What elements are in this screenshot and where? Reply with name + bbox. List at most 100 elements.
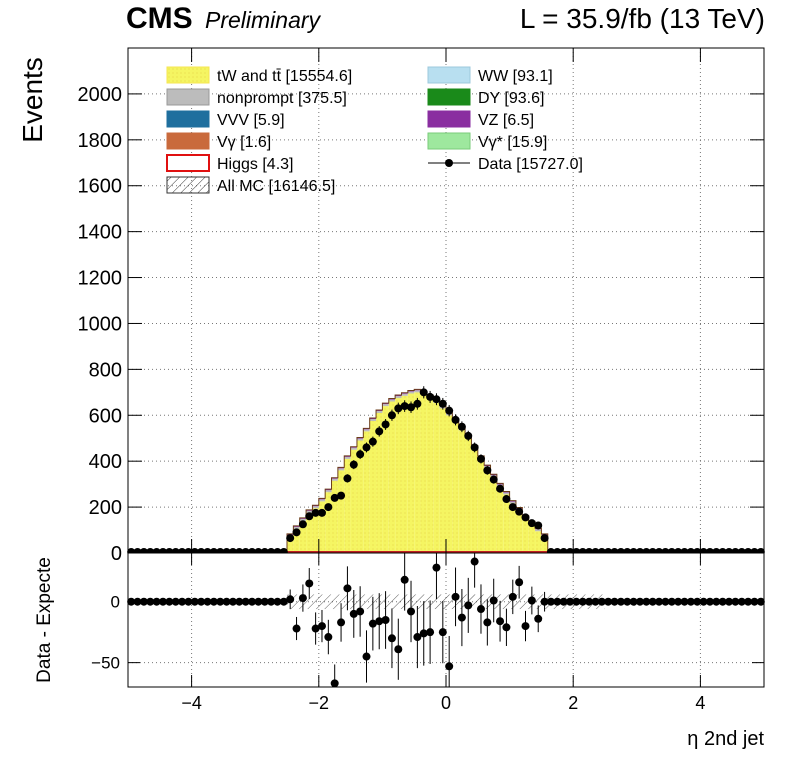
legend-swatch [166, 154, 210, 172]
ratio-point [725, 597, 734, 606]
data-point [534, 521, 543, 530]
data-point [496, 484, 505, 493]
x-tick-label: 4 [695, 693, 705, 713]
ratio-point [737, 597, 746, 606]
ratio-point [324, 633, 333, 642]
legend-swatch [427, 88, 471, 106]
mc-stack-bar [490, 477, 497, 553]
ratio-point [158, 597, 167, 606]
data-point [419, 388, 428, 397]
ratio-point [604, 597, 613, 606]
ratio-point [228, 597, 237, 606]
data-point [438, 399, 447, 408]
ratio-point [413, 633, 422, 642]
ratio-point [407, 607, 416, 616]
ratio-points [127, 553, 765, 688]
main-y-tick-label: 0 [111, 543, 122, 565]
ratio-point [502, 623, 511, 632]
ratio-point [648, 597, 657, 606]
ratio-point [585, 597, 594, 606]
legend-label: Data [15727.0] [478, 156, 583, 173]
ratio-point [292, 624, 301, 633]
mc-stack-bar [503, 494, 510, 553]
ratio-point [260, 597, 269, 606]
mc-stack-bar [363, 431, 370, 553]
mc-stack-bar [293, 528, 300, 553]
mc-stack-bar [465, 438, 472, 553]
mc-stack-bar [337, 470, 345, 553]
mc-stack-bar [509, 503, 516, 553]
data-point [508, 503, 517, 512]
status-label: Preliminary [205, 7, 322, 33]
main-y-tick-label: 2000 [78, 84, 123, 106]
mc-nonprompt-layer [395, 396, 402, 399]
ratio-point [540, 597, 549, 606]
mc-nonprompt-layer [369, 419, 377, 422]
data-point [387, 411, 396, 420]
main-y-tick-label: 400 [89, 451, 122, 473]
data-point [362, 443, 371, 452]
mc-nonprompt-layer [325, 490, 332, 493]
data-point [375, 427, 384, 436]
ratio-point [578, 597, 587, 606]
ratio-point [286, 595, 295, 604]
mc-stack-bar [414, 392, 421, 553]
ratio-point [165, 597, 174, 606]
data-point [368, 437, 377, 446]
ratio-point [629, 597, 638, 606]
mc-stack-bar [426, 398, 434, 553]
data-point [521, 513, 530, 522]
ratio-point [273, 597, 282, 606]
ratio-point [464, 601, 473, 610]
mc-nonprompt-layer [337, 468, 345, 471]
ratio-point [483, 618, 492, 627]
legend-swatch [166, 88, 210, 106]
mc-stack-bar [388, 401, 396, 553]
ratio-point [426, 628, 435, 637]
data-point [343, 474, 352, 483]
mc-stack-bar [496, 486, 504, 553]
ratio-point [241, 597, 250, 606]
ratio-point [661, 597, 670, 606]
mc-stack-bar [356, 440, 364, 553]
mc-stack-bar [344, 458, 351, 553]
ratio-point [298, 594, 307, 603]
mc-nonprompt-layer [535, 529, 542, 532]
data-point [317, 508, 326, 517]
ratio-point [400, 575, 409, 584]
legend-swatch [166, 132, 210, 150]
ratio-point [337, 618, 346, 627]
ratio-point [190, 597, 199, 606]
data-point [330, 493, 339, 502]
ratio-point [699, 597, 708, 606]
ratio-point [235, 597, 244, 606]
ratio-point [362, 652, 371, 661]
data-point [349, 460, 358, 469]
ratio-point [705, 597, 714, 606]
legend-label: Vγ* [15.9] [478, 134, 547, 151]
mc-nonprompt-layer [293, 526, 300, 529]
ratio-point [305, 579, 314, 588]
ratio-point [356, 607, 365, 616]
mc-nonprompt-layer [344, 456, 351, 459]
legend-label: VVV [5.9] [217, 112, 285, 129]
data-point [356, 450, 365, 459]
ratio-point [470, 557, 479, 566]
mc-stack-bar [325, 492, 332, 553]
mc-stack-bar [350, 449, 357, 553]
legend-label: nonprompt [375.5] [217, 90, 347, 107]
ratio-point [184, 597, 193, 606]
mc-stack-bar [477, 458, 485, 553]
ratio-point [381, 616, 390, 624]
ratio-point [496, 617, 505, 626]
ratio-point [203, 597, 212, 606]
legend-swatch [427, 132, 471, 150]
ratio-point [330, 679, 339, 688]
ratio-y-axis: −50 0 [91, 593, 764, 673]
ratio-point [686, 597, 695, 606]
mc-stack-bar [439, 408, 446, 553]
ratio-point [317, 622, 326, 631]
mc-nonprompt-layer [299, 518, 307, 521]
mc-stack-bar [318, 501, 326, 553]
mc-stack-bar [535, 531, 542, 553]
